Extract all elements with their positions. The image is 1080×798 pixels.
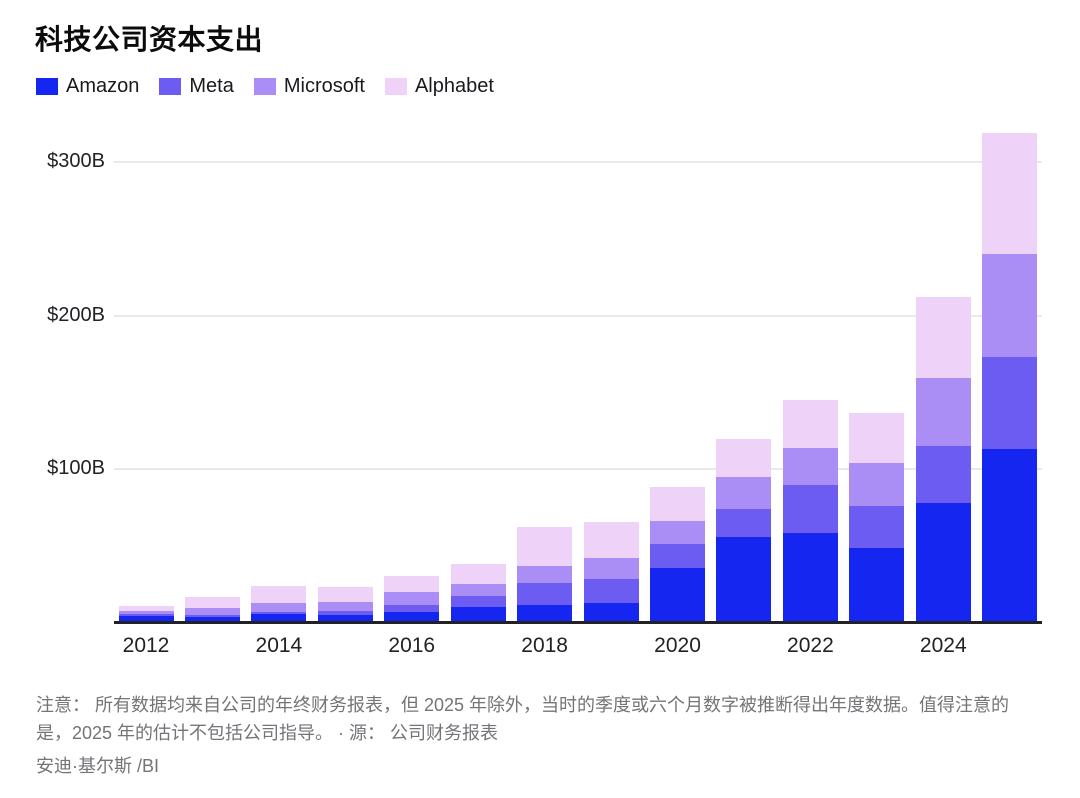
legend-item-meta: Meta — [159, 75, 234, 98]
legend-label-amazon: Amazon — [66, 75, 140, 97]
bar-segment-alphabet-2025 — [982, 133, 1038, 255]
bar-segment-meta-2020 — [650, 544, 706, 569]
x-tick-label-2012: 2012 — [122, 634, 170, 657]
footnote-line-2: 是，2025 年的估计不包括公司指导。 · 源： 公司财务报表 — [36, 723, 499, 743]
bar-segment-amazon-2012 — [118, 616, 174, 622]
x-tick-label-2024: 2024 — [919, 634, 967, 657]
amazon-swatch-icon — [36, 78, 58, 95]
legend-label-alphabet: Alphabet — [414, 75, 494, 97]
chart-legend: Amazon Meta Microsoft Alphabet — [36, 75, 494, 98]
gridline-100b — [114, 467, 1042, 470]
bar-segment-alphabet-2023 — [849, 413, 905, 463]
bar-segment-amazon-2025 — [982, 448, 1038, 622]
chart-byline: 安迪·基尔斯 /BI — [36, 756, 160, 776]
bar-segment-amazon-2014 — [251, 614, 307, 622]
y-tick-label-200b: $200B — [47, 303, 105, 326]
bar-segment-meta-2024 — [915, 445, 971, 503]
meta-swatch-icon — [159, 78, 182, 95]
bar-segment-alphabet-2015 — [317, 586, 373, 603]
bar-segment-microsoft-2014 — [251, 603, 307, 612]
bar-segment-meta-2019 — [583, 579, 639, 603]
footnote-line-1: 注意： 所有数据均来自公司的年终财务报表，但 2025 年除外，当时的季度或六个… — [36, 695, 1010, 715]
bar-segment-microsoft-2016 — [384, 592, 440, 605]
bar-segment-microsoft-2022 — [782, 447, 838, 485]
bar-segment-amazon-2022 — [782, 532, 838, 622]
bar-segment-meta-2023 — [849, 506, 905, 548]
bar-segment-alphabet-2024 — [915, 297, 971, 378]
x-tick-label-2018: 2018 — [521, 634, 568, 657]
x-tick-label-2014: 2014 — [255, 634, 303, 657]
gridline-300b — [114, 161, 1042, 164]
bar-segment-alphabet-2017 — [450, 563, 506, 584]
bar-segment-alphabet-2012 — [118, 605, 174, 611]
bar-segment-alphabet-2020 — [650, 486, 706, 521]
bar-segment-amazon-2016 — [384, 611, 440, 622]
x-axis-line — [114, 621, 1042, 624]
bar-segment-alphabet-2016 — [384, 576, 440, 593]
bar-segment-amazon-2017 — [450, 606, 506, 622]
bar-segment-amazon-2020 — [650, 568, 706, 622]
bar-segment-microsoft-2015 — [317, 602, 373, 612]
bar-segment-meta-2013 — [184, 614, 240, 617]
bar-segment-amazon-2013 — [184, 616, 240, 622]
legend-label-meta: Meta — [189, 75, 234, 97]
bar-segment-amazon-2018 — [517, 604, 573, 622]
legend-item-amazon: Amazon — [36, 75, 139, 98]
x-tick-label-2022: 2022 — [787, 634, 834, 657]
gridline-200b — [114, 314, 1042, 317]
x-tick-label-2020: 2020 — [654, 634, 701, 657]
page-title: 科技公司资本支出 — [35, 24, 264, 55]
bar-segment-amazon-2023 — [849, 547, 905, 622]
bar-segment-microsoft-2021 — [716, 477, 772, 509]
bar-segment-microsoft-2020 — [650, 520, 706, 545]
bar-segment-meta-2021 — [716, 508, 772, 538]
bar-segment-meta-2025 — [982, 356, 1038, 449]
bar-segment-meta-2015 — [317, 611, 373, 615]
bar-segment-meta-2018 — [517, 583, 573, 605]
bar-segment-meta-2022 — [782, 484, 838, 533]
bar-segment-amazon-2024 — [915, 502, 971, 622]
bar-segment-microsoft-2012 — [118, 610, 174, 615]
legend-label-microsoft: Microsoft — [283, 75, 365, 97]
bar-segment-amazon-2021 — [716, 537, 772, 622]
bar-segment-amazon-2019 — [583, 602, 639, 622]
bar-segment-alphabet-2019 — [583, 522, 639, 559]
bar-segment-meta-2014 — [251, 611, 307, 615]
bar-segment-alphabet-2013 — [184, 596, 240, 609]
alphabet-swatch-icon — [384, 78, 407, 95]
legend-item-microsoft: Microsoft — [253, 75, 365, 98]
bar-segment-alphabet-2022 — [782, 399, 838, 448]
bar-segment-meta-2012 — [118, 614, 174, 617]
bar-segment-alphabet-2021 — [716, 439, 772, 478]
y-tick-label-300b: $300B — [47, 150, 105, 173]
legend-item-alphabet: Alphabet — [384, 75, 494, 98]
bar-segment-microsoft-2023 — [849, 462, 905, 507]
bar-segment-alphabet-2014 — [251, 586, 307, 604]
bar-segment-microsoft-2024 — [915, 377, 971, 446]
bar-segment-meta-2016 — [384, 604, 440, 612]
bar-segment-microsoft-2019 — [583, 558, 639, 580]
y-tick-label-100b: $100B — [47, 456, 105, 479]
chart-footnote: 注意： 所有数据均来自公司的年终财务报表，但 2025 年除外，当时的季度或六个… — [36, 691, 1048, 747]
bar-segment-microsoft-2018 — [517, 565, 573, 584]
bar-segment-amazon-2015 — [317, 614, 373, 622]
bar-segment-microsoft-2017 — [450, 583, 506, 597]
bar-segment-alphabet-2018 — [517, 527, 573, 566]
bar-segment-meta-2017 — [450, 596, 506, 607]
microsoft-swatch-icon — [253, 78, 276, 95]
bar-segment-microsoft-2025 — [982, 254, 1038, 357]
x-tick-label-2016: 2016 — [388, 634, 436, 657]
bar-segment-microsoft-2013 — [184, 608, 240, 615]
